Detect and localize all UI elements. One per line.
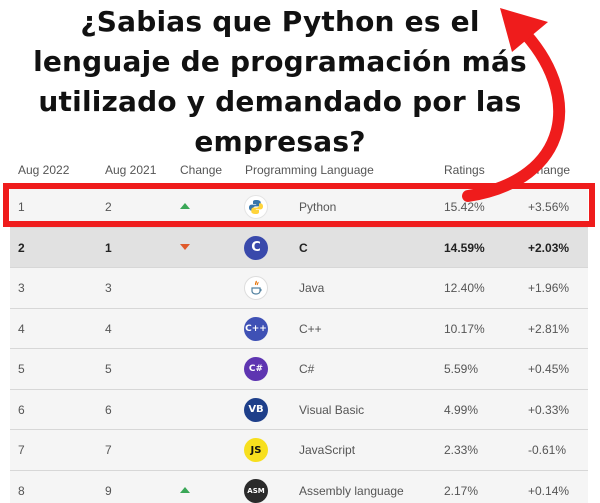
rank-2021: 2 <box>105 200 112 214</box>
rating-change: +0.14% <box>528 483 570 498</box>
rating-change: +3.56% <box>528 200 570 214</box>
language-name: C++ <box>299 321 322 336</box>
rating: 10.17% <box>444 321 485 336</box>
table-row: 7 7 JS JavaScript 2.33% -0.61% <box>10 429 588 470</box>
javascript-logo-icon: JS <box>244 438 268 462</box>
language-name: Assembly language <box>299 483 404 498</box>
language-name: Python <box>299 200 337 214</box>
rank-2022: 7 <box>18 443 25 457</box>
rating: 15.42% <box>444 200 485 214</box>
rating: 5.59% <box>444 362 479 376</box>
rating: 12.40% <box>444 281 485 295</box>
rating-change: +2.81% <box>528 321 570 336</box>
rank-2022: 8 <box>18 483 25 498</box>
headline-line-3: utilizado y demandado por las <box>38 85 522 118</box>
rating-change: +0.33% <box>528 402 570 417</box>
rank-2022: 6 <box>18 402 25 417</box>
header-aug-2022: Aug 2022 <box>18 163 70 177</box>
headline-line-1: ¿Sabias que Python es el <box>80 5 480 38</box>
rank-2021: 4 <box>105 321 112 336</box>
header-aug-2021: Aug 2021 <box>105 163 157 177</box>
header-change: Change <box>180 163 223 177</box>
rating: 2.17% <box>444 483 479 498</box>
rank-2022: 5 <box>18 362 25 376</box>
trend-down-icon <box>180 241 190 250</box>
rank-2021: 3 <box>105 281 112 295</box>
rating-change: -0.61% <box>528 443 567 457</box>
table-row: 6 6 VB Visual Basic 4.99% +0.33% <box>10 388 588 429</box>
header-rating-change: Change <box>528 163 571 177</box>
rating: 14.59% <box>444 240 485 255</box>
table-header: Aug 2022 Aug 2021 Change Programming Lan… <box>10 154 588 186</box>
table-row: 3 3 Java 12.40% +1.96% <box>10 267 588 308</box>
table-row: 5 5 C# C# 5.59% +0.45% <box>10 348 588 389</box>
csharp-logo-icon: C# <box>244 357 268 381</box>
assembly-logo-icon: ASM <box>244 478 268 503</box>
c-logo-icon: C <box>244 235 268 260</box>
header-ratings: Ratings <box>444 163 485 177</box>
table-row: 8 9 ASM Assembly language 2.17% +0.14% <box>10 469 588 503</box>
language-name: Visual Basic <box>299 402 365 417</box>
rating: 2.33% <box>444 443 479 457</box>
rank-2021: 7 <box>105 443 112 457</box>
rank-2021: 1 <box>105 240 112 255</box>
headline-line-2: lenguaje de programación más <box>33 45 527 78</box>
rank-2022: 4 <box>18 321 25 336</box>
header-programming-language: Programming Language <box>245 163 374 177</box>
visual-basic-logo-icon: VB <box>244 397 268 422</box>
trend-up-icon <box>180 200 190 209</box>
java-logo-icon <box>244 276 268 300</box>
headline-line-4: empresas? <box>194 125 366 158</box>
rank-2021: 6 <box>105 402 112 417</box>
rating-change: +0.45% <box>528 362 570 376</box>
trend-up-icon <box>180 484 190 493</box>
rank-2021: 5 <box>105 362 112 376</box>
language-name: C# <box>299 362 315 376</box>
table-row: 2 1 C C 14.59% +2.03% <box>10 226 588 267</box>
rank-2022: 3 <box>18 281 25 295</box>
rank-2022: 2 <box>18 240 25 255</box>
rating: 4.99% <box>444 402 479 417</box>
python-logo-icon <box>244 195 268 219</box>
language-name: Java <box>299 281 325 295</box>
rating-change: +1.96% <box>528 281 570 295</box>
language-name: C <box>299 240 308 255</box>
headline: ¿Sabias que Python es el lenguaje de pro… <box>0 2 560 162</box>
rank-2021: 9 <box>105 483 112 498</box>
rating-change: +2.03% <box>528 240 570 255</box>
python-row-highlight-box <box>3 183 595 227</box>
language-name: JavaScript <box>299 443 356 457</box>
cpp-logo-icon: C++ <box>244 316 268 341</box>
table-row: 4 4 C++ C++ 10.17% +2.81% <box>10 307 588 348</box>
rank-2022: 1 <box>18 200 25 214</box>
